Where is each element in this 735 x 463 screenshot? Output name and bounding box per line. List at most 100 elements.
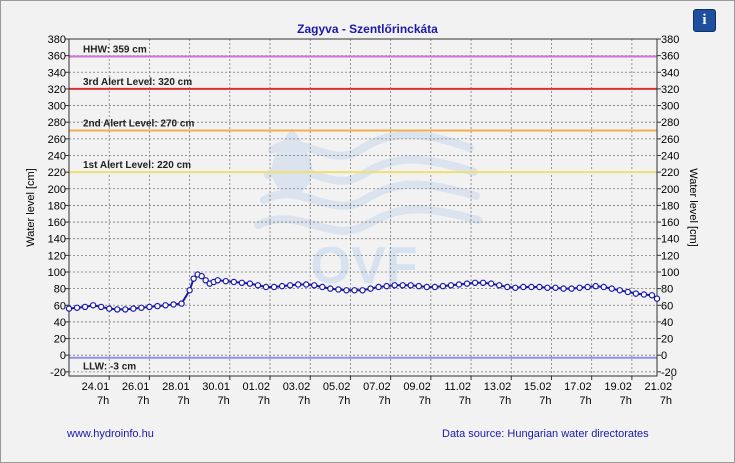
data-point	[632, 290, 640, 297]
data-point	[262, 283, 270, 291]
y-tick-label-right: 260	[661, 134, 679, 146]
y-tick-label-right: 300	[661, 101, 679, 113]
data-point	[238, 279, 246, 287]
y-tick-label-right: 180	[661, 200, 679, 212]
y-tick-label-right: 120	[661, 250, 679, 262]
y-tick-label-right: 280	[661, 117, 679, 129]
data-point	[303, 281, 310, 288]
y-tick-label-right: 20	[661, 334, 673, 346]
data-point	[375, 283, 382, 291]
data-point	[367, 285, 374, 292]
x-tick-hour-label: 7h	[298, 395, 310, 407]
y-tick-label-left: 220	[48, 167, 66, 179]
data-point	[536, 283, 543, 291]
x-tick-date-label: 15.02	[524, 381, 552, 393]
y-tick-label-left: 260	[48, 134, 66, 146]
data-point	[230, 278, 238, 286]
website-link[interactable]: www.hydroinfo.hu	[67, 428, 154, 440]
y-tick-label-left: 20	[54, 334, 66, 346]
data-point	[560, 285, 567, 292]
y-tick-label-left: 40	[54, 317, 66, 329]
data-point	[512, 284, 519, 291]
data-point	[576, 284, 583, 291]
data-point	[431, 283, 439, 291]
data-point	[186, 287, 193, 294]
data-point	[162, 302, 169, 309]
x-tick-hour-label: 7h	[459, 395, 471, 407]
data-point	[544, 284, 551, 291]
data-point	[343, 287, 350, 294]
data-point	[391, 282, 398, 289]
x-tick-date-label: 24.01	[82, 381, 110, 393]
data-point	[319, 283, 326, 291]
y-tick-label-left: -20	[50, 367, 66, 379]
info-icon[interactable]: i	[693, 9, 716, 32]
y-tick-label-right: 380	[661, 34, 679, 46]
data-point	[415, 282, 422, 290]
y-tick-label-left: 280	[48, 117, 66, 129]
x-tick-date-label: 05.02	[323, 381, 351, 393]
reference-line-label: HHW: 359 cm	[83, 44, 147, 55]
x-tick-hour-label: 7h	[177, 395, 189, 407]
reference-line-label: 2nd Alert Level: 270 cm	[83, 119, 194, 130]
y-tick-label-left: 160	[48, 217, 66, 229]
y-tick-label-right: 320	[661, 84, 679, 96]
y-tick-label-left: 60	[54, 300, 66, 312]
data-point	[130, 305, 137, 312]
y-axis-label-right: Water level [cm]	[687, 168, 699, 246]
data-point	[198, 272, 205, 280]
data-point	[423, 283, 431, 291]
data-point	[439, 282, 447, 290]
x-tick-hour-label: 7h	[258, 395, 270, 407]
data-point	[97, 303, 105, 311]
data-point	[447, 282, 455, 289]
y-tick-label-left: 0	[60, 350, 66, 362]
y-tick-label-left: 380	[48, 34, 66, 46]
data-point	[81, 303, 89, 311]
y-tick-label-left: 180	[48, 200, 66, 212]
x-tick-hour-label: 7h	[539, 395, 551, 407]
data-point	[254, 282, 262, 289]
data-point	[407, 282, 414, 289]
x-tick-date-label: 21.02	[645, 381, 673, 393]
x-tick-date-label: 26.01	[122, 381, 150, 393]
data-point	[592, 282, 599, 290]
x-tick-date-label: 09.02	[403, 381, 431, 393]
x-tick-date-label: 17.02	[564, 381, 592, 393]
data-point	[648, 292, 656, 299]
x-tick-date-label: 07.02	[363, 381, 391, 393]
data-point	[138, 304, 145, 311]
y-tick-label-left: 300	[48, 101, 66, 113]
data-point	[294, 281, 302, 288]
y-tick-label-right: 100	[661, 267, 679, 279]
y-tick-label-right: -20	[661, 367, 677, 379]
data-point	[608, 285, 615, 292]
y-axis-label-left: Water level [cm]	[25, 168, 37, 246]
data-point	[479, 279, 487, 287]
data-point	[351, 287, 358, 294]
x-tick-hour-label: 7h	[660, 395, 672, 407]
data-point	[114, 306, 121, 313]
data-point	[311, 282, 318, 289]
data-point	[327, 285, 334, 292]
y-tick-label-right: 140	[661, 234, 679, 246]
data-point	[455, 281, 463, 288]
data-point	[73, 304, 81, 311]
reference-line-label: 1st Alert Level: 220 cm	[83, 160, 191, 171]
data-point	[463, 280, 471, 287]
data-point	[616, 287, 624, 294]
x-tick-date-label: 03.02	[283, 381, 311, 393]
data-point	[65, 305, 73, 312]
x-tick-date-label: 01.02	[242, 381, 270, 393]
data-point	[471, 279, 479, 287]
data-point	[399, 282, 406, 289]
chart-title: Zagyva - Szentlőrinckáta	[297, 22, 438, 36]
x-tick-hour-label: 7h	[218, 395, 230, 407]
data-point	[568, 285, 575, 292]
y-tick-label-left: 140	[48, 234, 66, 246]
data-point	[154, 302, 161, 310]
x-tick-date-label: 19.02	[604, 381, 632, 393]
data-point	[487, 280, 495, 287]
data-point	[190, 275, 197, 282]
